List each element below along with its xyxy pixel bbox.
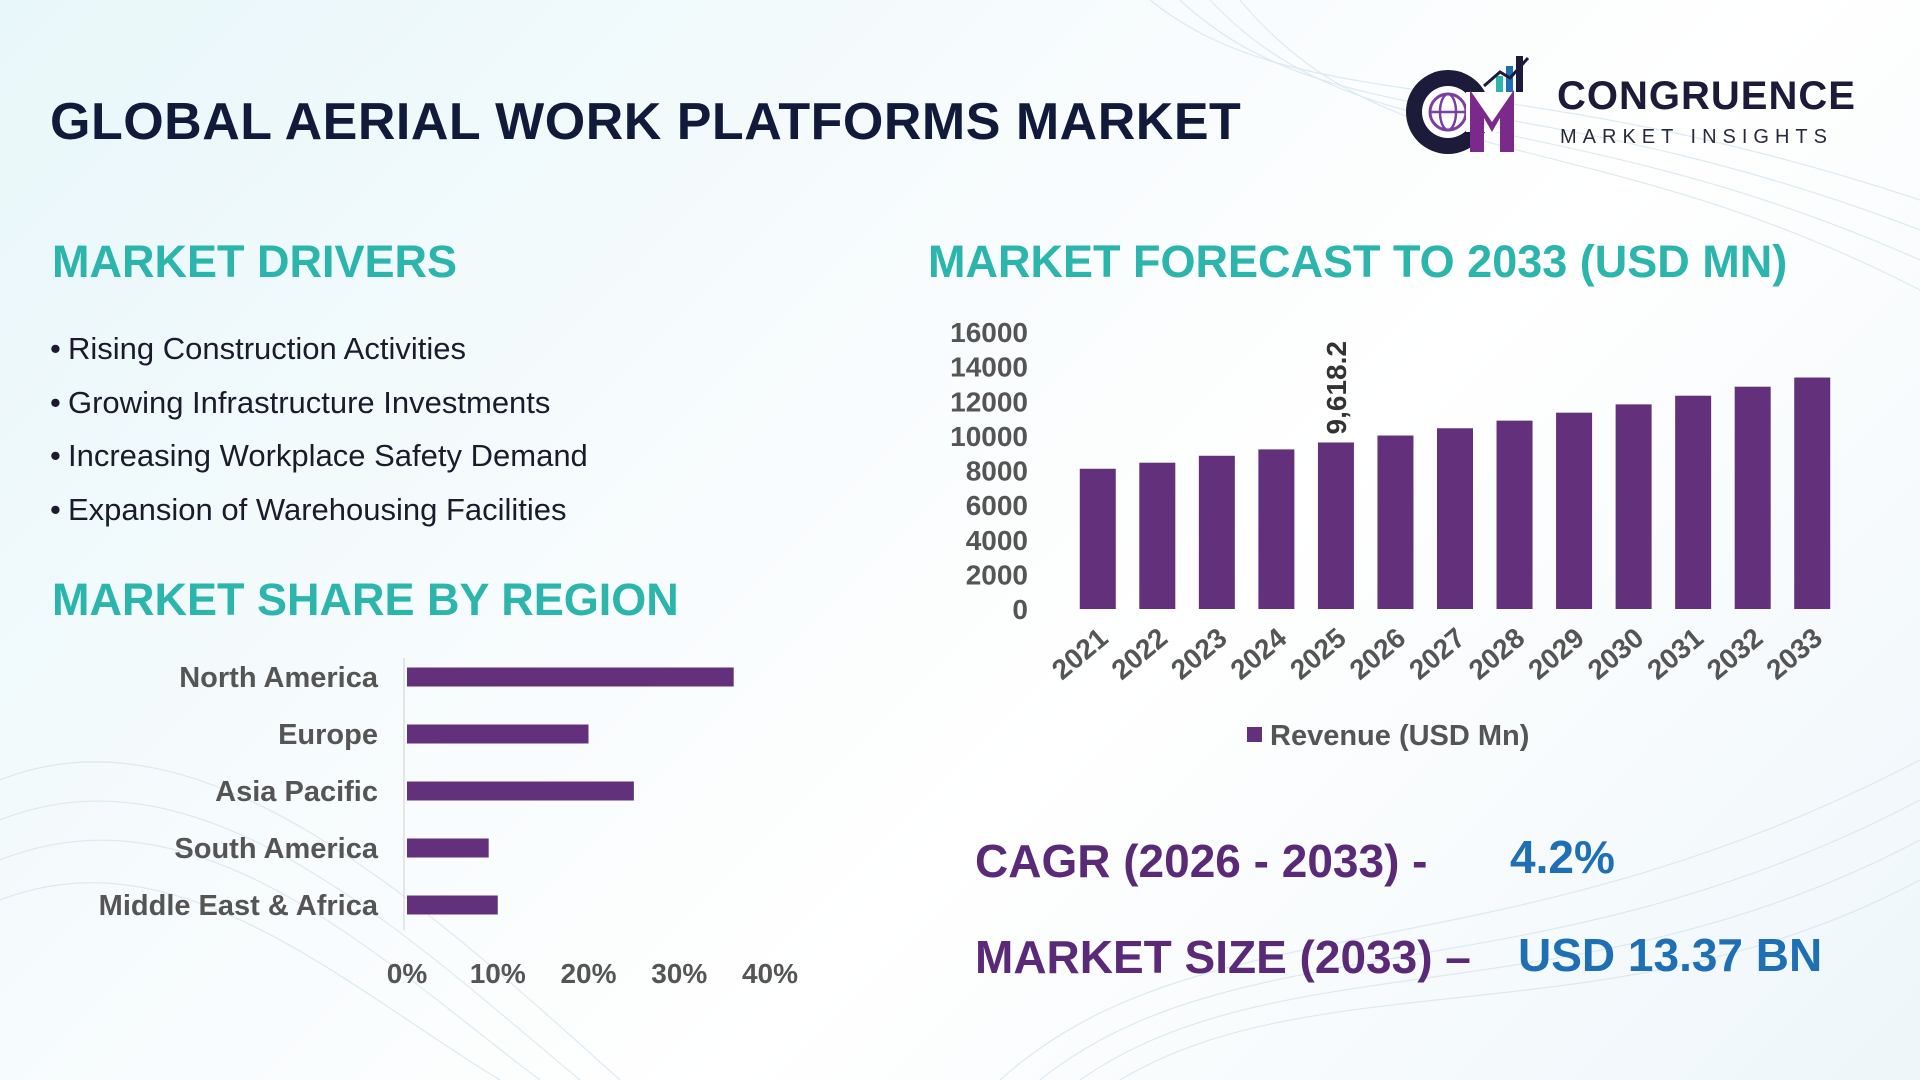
x-tick-label: 2028 bbox=[1463, 622, 1531, 686]
logo-wordmark: CONGRUENCE bbox=[1557, 74, 1856, 118]
bullet-icon: • bbox=[50, 331, 61, 366]
x-tick-label: 2025 bbox=[1284, 622, 1352, 686]
y-tick-label: 0 bbox=[1012, 594, 1028, 625]
market-size-value: USD 13.37 BN bbox=[1518, 929, 1823, 981]
driver-item: • Increasing Workplace Safety Demand bbox=[50, 429, 588, 483]
forecast-bar bbox=[1734, 386, 1771, 609]
x-tick-label: 2026 bbox=[1344, 622, 1412, 686]
y-tick-label: 2000 bbox=[966, 559, 1028, 590]
driver-text: Rising Construction Activities bbox=[68, 331, 466, 366]
forecast-bar bbox=[1317, 442, 1354, 609]
forecast-bar bbox=[1675, 395, 1712, 609]
region-bar bbox=[407, 838, 489, 858]
driver-item: • Expansion of Warehousing Facilities bbox=[50, 483, 588, 537]
y-tick-label: 16000 bbox=[950, 317, 1028, 348]
region-label: Middle East & Africa bbox=[99, 890, 379, 922]
bar-data-label: 9,618.2 bbox=[1321, 341, 1352, 434]
market-size-row: MARKET SIZE (2033) – bbox=[975, 930, 1471, 984]
page-title: GLOBAL AERIAL WORK PLATFORMS MARKET bbox=[50, 93, 1242, 151]
x-tick-label: 20% bbox=[560, 958, 616, 989]
region-label: North America bbox=[179, 662, 379, 694]
logo-mark-icon bbox=[1406, 56, 1530, 154]
region-bar bbox=[407, 724, 589, 744]
driver-text: Growing Infrastructure Investments bbox=[68, 384, 551, 420]
drivers-list: • Rising Construction Activities • Growing… bbox=[50, 322, 588, 536]
forecast-bar bbox=[1258, 449, 1295, 609]
region-bar bbox=[407, 781, 634, 801]
forecast-bar bbox=[1794, 377, 1831, 609]
region-bar bbox=[407, 667, 734, 687]
forecast-bar bbox=[1139, 462, 1176, 609]
y-tick-label: 12000 bbox=[950, 386, 1028, 417]
x-tick-label: 2032 bbox=[1701, 622, 1769, 686]
driver-item: • Rising Construction Activities bbox=[50, 322, 588, 376]
x-tick-label: 2022 bbox=[1106, 622, 1174, 686]
forecast-bar bbox=[1198, 455, 1235, 609]
bullet-icon: • bbox=[50, 384, 61, 420]
bullet-icon: • bbox=[50, 438, 61, 473]
x-tick-label: 2023 bbox=[1165, 622, 1233, 686]
x-tick-label: 2027 bbox=[1403, 622, 1471, 686]
region-bar bbox=[407, 895, 498, 915]
cagr-row: CAGR (2026 - 2033) - bbox=[975, 834, 1428, 888]
drivers-title: MARKET DRIVERS bbox=[52, 236, 458, 287]
bullet-icon: • bbox=[50, 491, 61, 527]
forecast-bar bbox=[1615, 404, 1652, 609]
region-label: Asia Pacific bbox=[215, 776, 378, 808]
y-tick-label: 8000 bbox=[966, 456, 1028, 487]
driver-text: Increasing Workplace Safety Demand bbox=[68, 438, 588, 473]
forecast-bar bbox=[1556, 412, 1593, 609]
brand-logo: CONGRUENCE MARKET INSIGHTS bbox=[1400, 52, 1870, 162]
x-tick-label: 10% bbox=[470, 958, 526, 989]
driver-text: Expansion of Warehousing Facilities bbox=[68, 491, 567, 527]
region-label: Europe bbox=[278, 719, 378, 751]
forecast-bar bbox=[1437, 428, 1473, 609]
y-tick-label: 4000 bbox=[966, 525, 1028, 556]
forecast-title: MARKET FORECAST TO 2033 (USD MN) bbox=[928, 236, 1788, 287]
y-tick-label: 10000 bbox=[950, 421, 1028, 452]
cagr-value: 4.2% bbox=[1510, 831, 1615, 883]
x-tick-label: 2030 bbox=[1582, 622, 1650, 686]
y-tick-label: 14000 bbox=[950, 352, 1028, 383]
logo-tagline: MARKET INSIGHTS bbox=[1560, 126, 1833, 148]
x-tick-label: 2024 bbox=[1225, 622, 1293, 686]
region-title: MARKET SHARE BY REGION bbox=[52, 574, 679, 625]
legend-label: Revenue (USD Mn) bbox=[1270, 720, 1529, 752]
cagr-label: CAGR (2026 - 2033) - bbox=[975, 835, 1428, 887]
x-tick-label: 2021 bbox=[1046, 622, 1114, 686]
x-tick-label: 2031 bbox=[1641, 622, 1709, 686]
x-tick-label: 2029 bbox=[1522, 622, 1590, 686]
x-tick-label: 0% bbox=[387, 958, 428, 989]
x-tick-label: 30% bbox=[651, 958, 707, 989]
region-label: South America bbox=[174, 833, 378, 865]
forecast-bar bbox=[1496, 420, 1533, 609]
y-tick-label: 6000 bbox=[966, 490, 1028, 521]
forecast-bar bbox=[1079, 468, 1116, 609]
x-tick-label: 40% bbox=[742, 958, 798, 989]
x-tick-label: 2033 bbox=[1760, 622, 1828, 686]
legend-swatch bbox=[1247, 727, 1262, 742]
market-size-label: MARKET SIZE (2033) – bbox=[975, 931, 1471, 983]
forecast-bar bbox=[1377, 435, 1414, 609]
driver-item: • Growing Infrastructure Investments bbox=[50, 376, 588, 430]
